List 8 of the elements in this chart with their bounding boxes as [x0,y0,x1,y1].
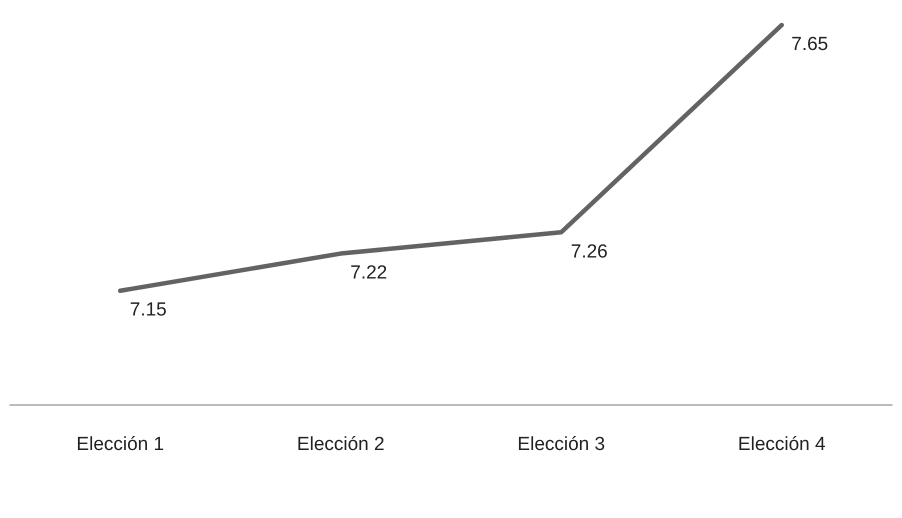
x-tick-label: Elección 4 [738,434,826,455]
data-label: 7.22 [350,262,388,284]
x-tick-label: Elección 3 [517,434,606,455]
data-label: 7.15 [130,300,167,321]
x-tick-label: Elección 1 [76,434,164,455]
data-label: 7.65 [791,34,828,55]
x-tick-label: Elección 2 [296,434,385,455]
data-label: 7.26 [570,241,608,262]
